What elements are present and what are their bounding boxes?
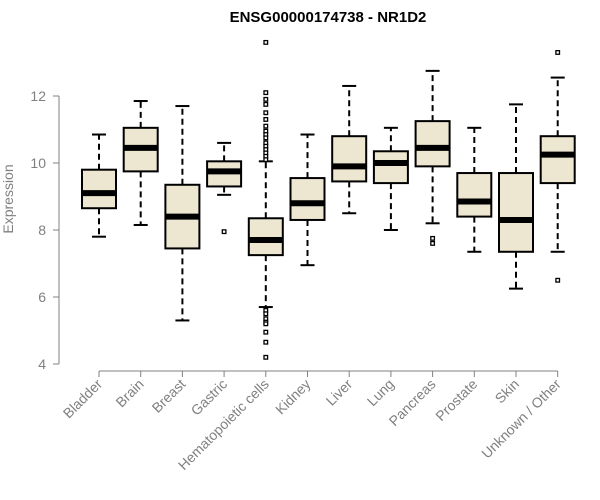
- outlier-point: [263, 157, 269, 163]
- iqr-box: [289, 177, 326, 221]
- outlier-point: [263, 90, 269, 96]
- chart-title: ENSG00000174738 - NR1D2: [230, 9, 427, 26]
- y-tick-label: 10: [30, 155, 46, 171]
- box-liver: [331, 84, 368, 215]
- x-tick-label: Prostate: [432, 376, 480, 424]
- box-pancreas: [414, 69, 451, 246]
- y-tick-label: 4: [38, 356, 46, 372]
- box-bladder: [81, 133, 117, 238]
- x-tick-label: Lung: [364, 376, 397, 409]
- outlier-point: [430, 235, 436, 241]
- box-series: [81, 39, 576, 360]
- box-skin: [498, 103, 534, 290]
- outlier-point: [221, 229, 227, 235]
- y-axis-label: Expression: [0, 164, 16, 233]
- x-tick-label: Skin: [492, 376, 523, 407]
- outlier-point: [263, 339, 269, 345]
- outlier-point: [263, 123, 269, 129]
- x-tick-label: Breast: [149, 376, 189, 416]
- x-tick-label: Bladder: [60, 376, 106, 422]
- iqr-box: [247, 217, 284, 257]
- y-tick-label: 12: [30, 88, 46, 104]
- outlier-point: [555, 50, 561, 55]
- box-kidney: [289, 133, 326, 267]
- outlier-point: [263, 135, 269, 141]
- x-tick-label: Brain: [112, 376, 146, 410]
- y-axis: 4 6 8 10 12: [30, 88, 60, 372]
- x-tick-label: Liver: [323, 376, 356, 409]
- y-tick-label: 6: [38, 289, 46, 305]
- outlier-point: [263, 39, 269, 45]
- box-breast: [164, 105, 201, 322]
- outlier-point: [263, 354, 269, 360]
- iqr-box: [498, 172, 534, 253]
- outlier-point: [263, 101, 269, 107]
- iqr-box: [331, 135, 368, 183]
- iqr-box: [372, 150, 409, 185]
- x-tick-label: Unknown / Other: [478, 376, 564, 462]
- outlier-point: [555, 277, 561, 283]
- box-gastric: [206, 141, 243, 235]
- iqr-box: [414, 120, 451, 168]
- outlier-point: [263, 117, 269, 122]
- iqr-box: [539, 135, 576, 185]
- outlier-point: [430, 240, 436, 246]
- box-prostate: [456, 126, 493, 253]
- box-lung: [372, 126, 409, 231]
- iqr-box: [81, 168, 117, 210]
- x-tick-label: Kidney: [272, 376, 314, 418]
- outlier-point: [263, 110, 269, 116]
- outlier-point: [263, 96, 269, 102]
- outlier-point: [263, 321, 269, 327]
- box-hematopoietic-cells: [247, 39, 284, 360]
- outlier-point: [263, 311, 269, 317]
- iqr-box: [456, 172, 493, 218]
- box-unknown-other: [539, 50, 576, 283]
- y-tick-label: 8: [38, 222, 46, 238]
- box-brain: [122, 100, 159, 226]
- outlier-point: [263, 329, 269, 335]
